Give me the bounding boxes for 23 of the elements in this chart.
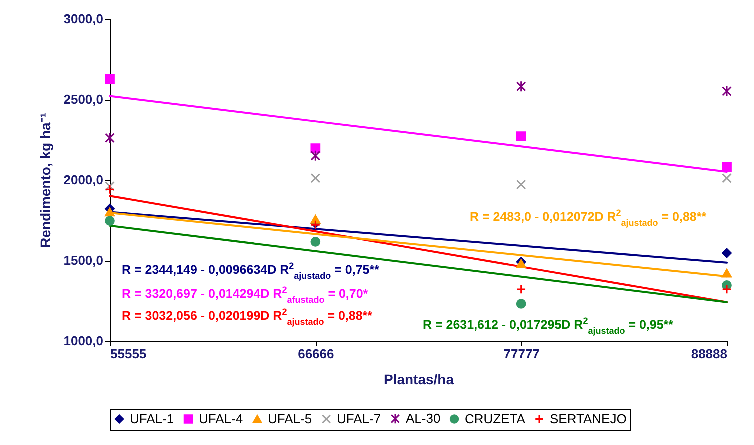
y-tick-label: 3000,0 xyxy=(64,12,104,26)
x-tick-label: 66666 xyxy=(298,346,334,362)
legend-label: UFAL-1 xyxy=(130,411,174,426)
y-tick-label: 2000,0 xyxy=(64,172,104,188)
legend-label: AL-30 xyxy=(406,410,441,426)
x-axis-title: Plantas/ha xyxy=(384,372,454,388)
annotation: R = 3032,056 - 0,020199D R$^{2}$$_{ajustado}$ = 0,88** xyxy=(122,307,373,327)
legend-label: UFAL-4 xyxy=(199,411,244,426)
annotation: R = 2344,149 - 0,0096634D R$^{2}$$_{ajustado}$ = 0,75** xyxy=(122,261,380,281)
annotation: R = 2483,0 - 0,012072D R$^{2}$$_{ajustado}$ = 0,88** xyxy=(470,208,707,228)
y-tick-label: 1000,0 xyxy=(64,334,104,348)
x-tick-label: 77777 xyxy=(504,346,540,362)
annotation: R = 2631,612 - 0,017295D R$^{2}$$_{ajustado}$ = 0,95** xyxy=(423,316,674,336)
x-tick-label: 55555 xyxy=(110,346,147,362)
legend-label: UFAL-5 xyxy=(268,411,312,426)
legend-label: SERTANEJO xyxy=(550,411,627,426)
x-tick-label: 88888 xyxy=(691,346,728,362)
y-axis-title: Rendimento, kg ha⁻¹ xyxy=(38,112,54,248)
y-tick-label: 1500,0 xyxy=(64,253,104,268)
y-tick-label: 2500,0 xyxy=(64,92,104,107)
legend-label: CRUZETA xyxy=(465,411,526,426)
annotation: R = 3320,697 - 0,014294D R$^{2}$$_{afustado}$ = 0,70* xyxy=(122,285,368,305)
legend-label: UFAL-7 xyxy=(337,411,382,426)
